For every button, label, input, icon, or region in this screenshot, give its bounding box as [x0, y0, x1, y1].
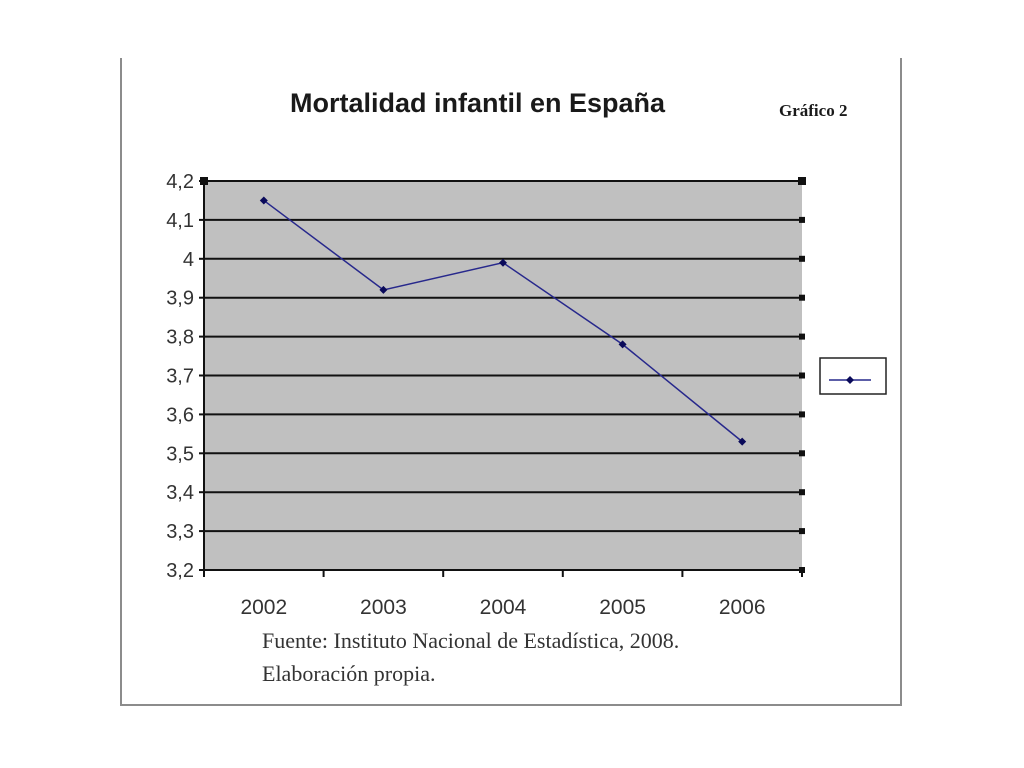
figure-label: Gráfico 2: [779, 101, 848, 120]
chart-title: Mortalidad infantil en España: [290, 88, 666, 118]
x-tick-label: 2003: [360, 596, 407, 619]
source-line-1: Fuente: Instituto Nacional de Estadístic…: [262, 628, 680, 653]
x-axis: 2002 2003 2004 2005 2006: [203, 569, 803, 619]
y-tick-label: 4,2: [166, 171, 194, 193]
y-tick-label: 4: [183, 249, 194, 271]
y-tick-label: 3,8: [166, 327, 194, 349]
right-tick-marker: [799, 489, 805, 496]
chart-frame: [120, 58, 902, 706]
right-tick-marker: [799, 255, 805, 262]
x-tick-label: 2004: [480, 596, 527, 619]
x-tick-label: 2006: [719, 596, 766, 619]
right-tick-marker: [799, 411, 805, 418]
y-tick-label: 3,6: [166, 404, 194, 426]
y-axis-cap: [200, 177, 208, 185]
right-tick-marker: [799, 528, 805, 535]
source-line-2: Elaboración propia.: [262, 661, 436, 686]
data-point: [618, 340, 627, 349]
y-axis-cap: [798, 177, 806, 185]
right-tick-marker: [799, 372, 805, 379]
x-tick-label: 2005: [599, 596, 646, 619]
y-tick-label: 3,9: [166, 288, 194, 310]
right-tick-marker: [799, 216, 805, 223]
data-point: [259, 196, 268, 205]
data-point: [738, 437, 747, 446]
legend-marker: [846, 376, 854, 384]
y-tick-label: 4,1: [166, 210, 194, 232]
y-tick-label: 3,3: [166, 521, 194, 543]
y-tick-label: 3,4: [166, 482, 194, 504]
data-point: [499, 258, 507, 267]
right-tick-marker: [799, 294, 805, 301]
x-tick-label: 2002: [240, 596, 287, 619]
y-axis: 4,2 4,1 4 3,9 3,8 3,7 3,6 3,5 3,4 3,3 3,2: [166, 171, 806, 582]
series-group: [259, 196, 747, 446]
right-tick-marker: [799, 333, 805, 340]
y-tick-label: 3,5: [166, 443, 194, 465]
legend-box: [819, 357, 887, 395]
legend: [819, 357, 887, 395]
data-point: [379, 285, 388, 294]
y-tick-label: 3,2: [166, 560, 194, 582]
right-tick-marker: [799, 450, 805, 457]
y-tick-label: 3,7: [166, 366, 194, 388]
